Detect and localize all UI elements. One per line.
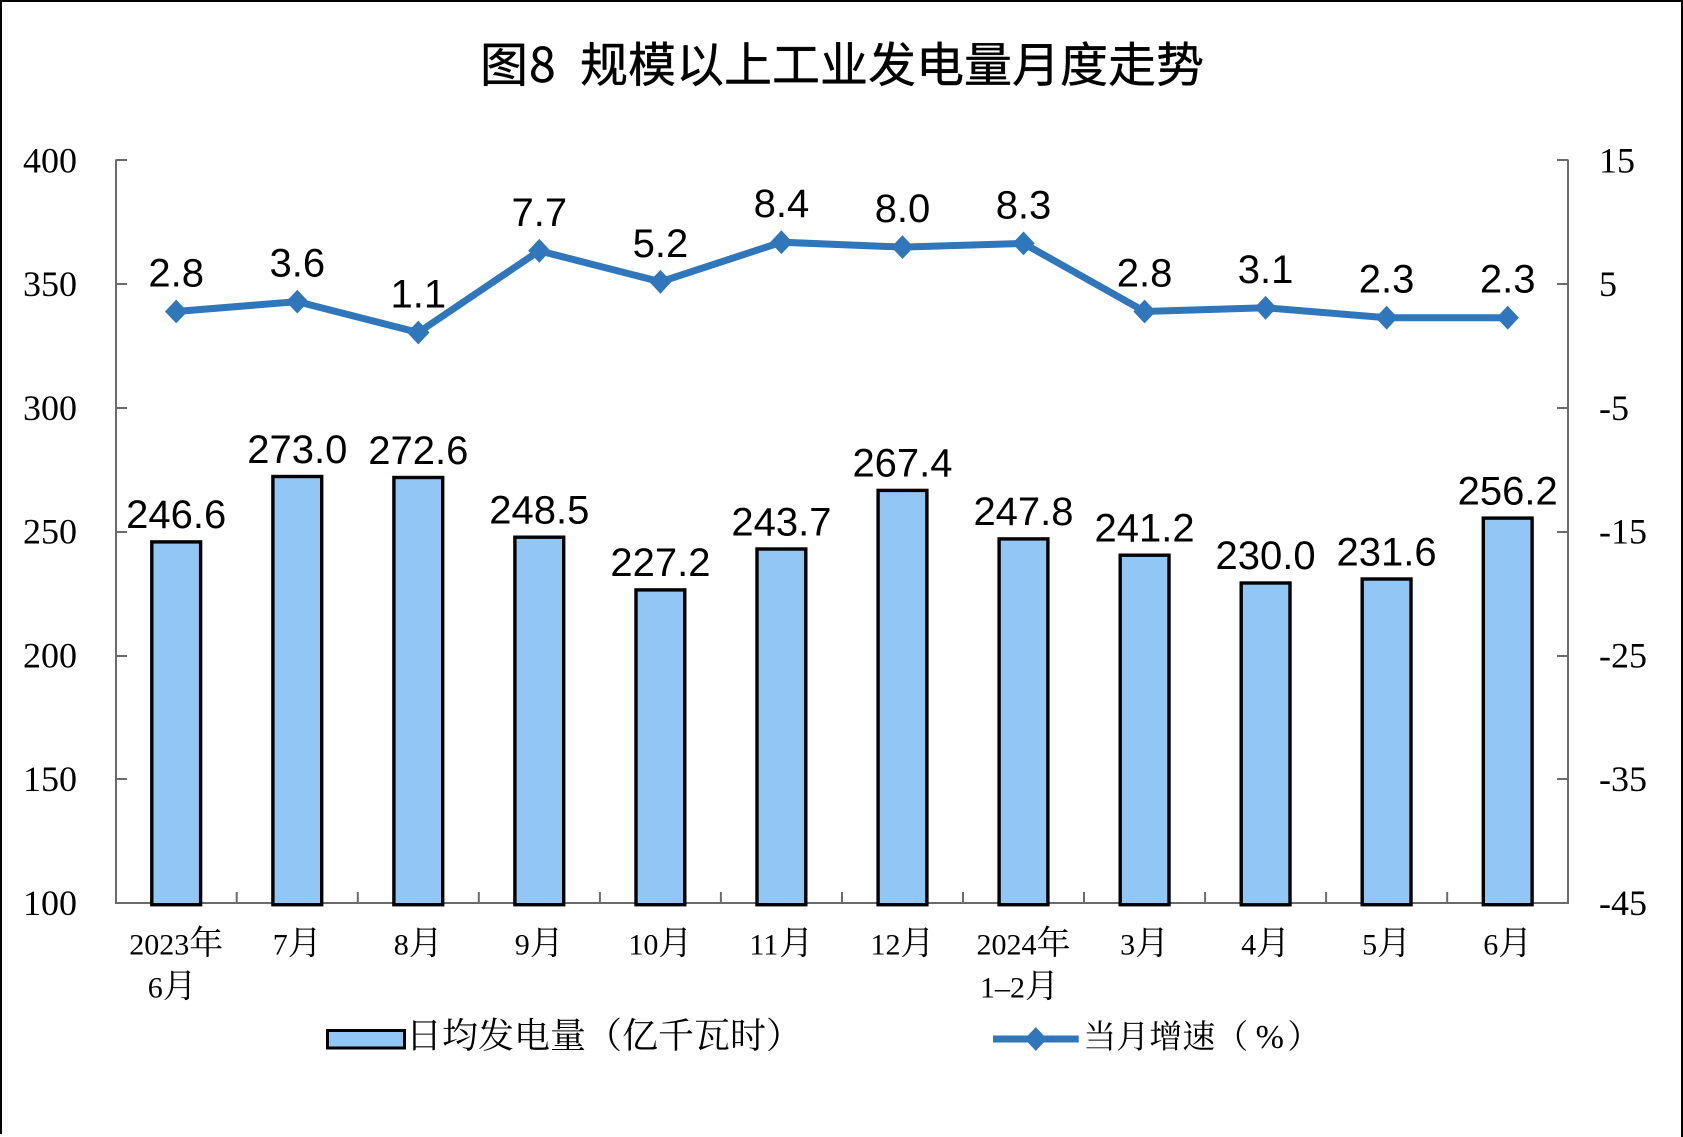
svg-text:7: 7 <box>273 929 288 962</box>
svg-text:5.2: 5.2 <box>633 222 689 266</box>
svg-text:-35: -35 <box>1599 759 1647 799</box>
svg-text:267.4: 267.4 <box>852 442 952 486</box>
svg-text:7.7: 7.7 <box>511 191 567 235</box>
svg-text:241.2: 241.2 <box>1095 507 1195 551</box>
svg-text:-25: -25 <box>1599 635 1647 675</box>
svg-text:%: % <box>1256 1019 1284 1056</box>
svg-text:230.0: 230.0 <box>1216 534 1316 578</box>
svg-text:6: 6 <box>148 972 163 1005</box>
svg-text:231.6: 231.6 <box>1337 530 1437 574</box>
svg-text:9: 9 <box>515 929 530 962</box>
svg-text:-5: -5 <box>1599 388 1629 428</box>
svg-text:227.2: 227.2 <box>610 541 710 585</box>
svg-text:248.5: 248.5 <box>489 489 589 533</box>
svg-text:2.8: 2.8 <box>1117 252 1173 296</box>
svg-text:3.6: 3.6 <box>269 242 325 286</box>
svg-text:8.4: 8.4 <box>754 182 810 226</box>
svg-text:8: 8 <box>394 929 409 962</box>
svg-text:2.3: 2.3 <box>1480 258 1536 302</box>
svg-text:273.0: 273.0 <box>247 428 347 472</box>
svg-text:11: 11 <box>749 929 778 962</box>
svg-text:250: 250 <box>23 512 77 552</box>
svg-text:4: 4 <box>1241 929 1256 962</box>
svg-text:8.3: 8.3 <box>996 183 1052 227</box>
svg-text:1.1: 1.1 <box>390 273 446 317</box>
svg-text:243.7: 243.7 <box>731 500 831 544</box>
svg-text:300: 300 <box>23 388 77 428</box>
svg-text:400: 400 <box>23 140 77 180</box>
svg-text:272.6: 272.6 <box>368 429 468 473</box>
svg-text:350: 350 <box>23 264 77 304</box>
svg-text:2.3: 2.3 <box>1359 258 1415 302</box>
svg-text:256.2: 256.2 <box>1458 469 1558 513</box>
svg-text:1–2: 1–2 <box>980 972 1025 1005</box>
svg-text:2.8: 2.8 <box>148 252 204 296</box>
svg-text:10: 10 <box>628 929 658 962</box>
svg-text:200: 200 <box>23 635 77 675</box>
svg-text:-45: -45 <box>1599 883 1647 923</box>
svg-text:2023: 2023 <box>129 929 189 962</box>
svg-text:2024: 2024 <box>977 929 1037 962</box>
svg-text:150: 150 <box>23 759 77 799</box>
svg-text:15: 15 <box>1599 140 1635 180</box>
svg-text:246.6: 246.6 <box>126 493 226 537</box>
svg-text:3.1: 3.1 <box>1238 248 1294 292</box>
svg-text:5: 5 <box>1599 264 1617 304</box>
svg-text:6: 6 <box>1483 929 1498 962</box>
svg-text:12: 12 <box>871 929 901 962</box>
svg-text:3: 3 <box>1120 929 1135 962</box>
svg-text:8.0: 8.0 <box>875 187 931 231</box>
svg-text:5: 5 <box>1362 929 1377 962</box>
svg-text:-15: -15 <box>1599 512 1647 552</box>
svg-text:247.8: 247.8 <box>973 490 1073 534</box>
svg-text:100: 100 <box>23 883 77 923</box>
